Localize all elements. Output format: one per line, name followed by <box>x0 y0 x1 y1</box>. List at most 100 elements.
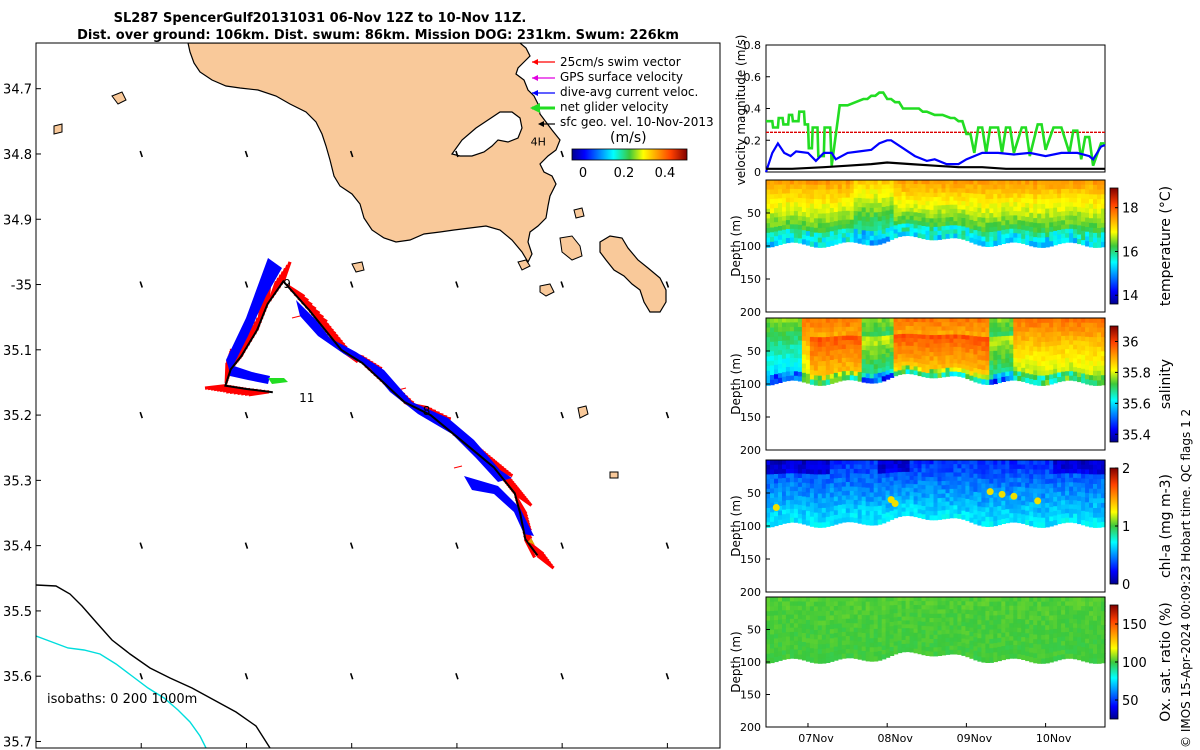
oxygen-section-cell <box>897 608 903 614</box>
oxygen-section-cell <box>849 601 855 607</box>
salinity-section-cell <box>929 335 935 340</box>
chla-section-cell <box>977 506 982 512</box>
salinity-section-cell <box>1005 358 1010 364</box>
temperature-section-cell <box>774 189 779 195</box>
chla-section-cell <box>1041 522 1046 528</box>
salinity-section-cell <box>793 362 799 368</box>
salinity-section-cell <box>881 318 887 324</box>
oxygen-section-cell <box>869 619 875 626</box>
temperature-section-cell <box>1033 213 1038 219</box>
temperature-section-cell <box>1085 227 1090 233</box>
oxygen-section-cell <box>1045 639 1050 645</box>
oxygen-section-cell <box>797 605 803 611</box>
salinity-section-cell <box>789 371 795 377</box>
salinity-section-cell <box>1065 357 1070 363</box>
oxygen-section-cell <box>985 611 990 617</box>
temperature-section-cell <box>770 203 775 210</box>
temperature-section-cell <box>1021 211 1026 217</box>
temperature-section-cell <box>1013 197 1018 203</box>
temperature-section-cell <box>1057 211 1062 217</box>
oxygen-section-cell <box>985 648 990 654</box>
temperature-section-cell <box>1017 229 1022 235</box>
oxygen-section-cell <box>997 597 1002 603</box>
oxygen-section-cell <box>905 647 911 653</box>
oxygen-section-cell <box>1045 611 1050 617</box>
oxygen-section-cell <box>809 629 815 635</box>
map-ytick-label: 35.6 <box>3 670 32 685</box>
salinity-section-cell <box>925 343 931 349</box>
oxygen-section-cell <box>793 632 799 637</box>
chla-section-cell <box>782 487 787 493</box>
oxygen-section-cell <box>1033 611 1038 617</box>
salinity-section-cell <box>845 331 851 337</box>
chla-section-cell <box>985 479 990 485</box>
temperature-section-cell <box>829 240 835 246</box>
temperature-section-cell <box>817 218 823 224</box>
temperature-section-cell <box>977 212 982 218</box>
chla-section-cell <box>1089 474 1094 480</box>
temperature-section-cell <box>837 180 843 186</box>
salinity-section-cell <box>861 377 867 383</box>
chla-section-cell <box>949 497 955 502</box>
oxygen-section-cell <box>945 642 951 647</box>
temperature-section-cell <box>801 184 807 190</box>
salinity-section-cell <box>881 371 887 377</box>
temperature-section-cell <box>1069 206 1074 212</box>
salinity-section-cell <box>853 366 859 372</box>
salinity-section-cell <box>893 330 899 335</box>
oxygen-section-cell <box>941 634 947 639</box>
chla-section-cell <box>961 493 966 499</box>
temperature-section-cell <box>1057 234 1062 240</box>
chla-section-cell <box>774 492 779 499</box>
salinity-section-cell <box>933 335 939 340</box>
chla-section-cell <box>949 505 955 510</box>
oxygen-section-cell <box>861 610 867 616</box>
temperature-section-cell <box>770 218 775 224</box>
temperature-section-cell <box>1089 218 1094 224</box>
salinity-section-cell <box>774 332 779 338</box>
salinity-section-cell <box>1077 358 1082 364</box>
chla-section-cell <box>1057 496 1062 502</box>
chla-section-cell <box>861 514 867 521</box>
temperature-section-cell <box>893 200 899 206</box>
temperature-section-colorbar-tick-label: 18 <box>1122 202 1139 217</box>
chla-section-cell <box>1089 460 1094 466</box>
temperature-section-cell <box>778 230 783 236</box>
oxygen-section-cell <box>989 620 994 626</box>
temperature-section-cell <box>841 202 847 208</box>
oxygen-section-cell <box>1049 606 1054 612</box>
salinity-section-cell <box>809 370 815 376</box>
oxygen-section-cell <box>849 649 855 654</box>
temperature-section-cell <box>1033 227 1038 233</box>
salinity-section-cell <box>945 359 951 365</box>
chla-section-cell <box>1009 508 1014 514</box>
oxygen-section-cell <box>817 615 823 622</box>
temperature-section-cell <box>841 180 847 185</box>
salinity-section-cell <box>945 326 951 332</box>
salinity-section-cell <box>941 355 947 361</box>
oxygen-section-cell <box>789 623 795 629</box>
chla-section-cell <box>1085 502 1090 508</box>
salinity-section-cell <box>1005 322 1010 328</box>
temperature-section-cell <box>1061 238 1066 244</box>
salinity-section-cell <box>841 349 847 354</box>
oxygen-section-cell <box>1069 610 1074 616</box>
chla-section-cell <box>881 473 887 479</box>
chla-section-cell <box>774 474 779 480</box>
oxygen-section-cell <box>865 656 871 662</box>
oxygen-section-cell <box>837 654 843 660</box>
temperature-section-cell <box>770 194 775 200</box>
temperature-section-cell <box>1085 217 1090 223</box>
salinity-section-cell <box>893 322 899 327</box>
salinity-section-cell <box>805 350 811 356</box>
salinity-section-cell <box>1041 337 1046 343</box>
salinity-section-cell <box>837 362 843 368</box>
chla-section-cell <box>789 482 795 488</box>
salinity-section-cell <box>893 367 899 373</box>
oxygen-section-cell <box>782 610 787 616</box>
temperature-section-cell <box>1049 208 1054 214</box>
temperature-section-cell <box>905 223 911 229</box>
temperature-section-cell <box>829 208 835 214</box>
chla-section-cell <box>849 490 855 496</box>
chla-section-cell <box>965 490 970 496</box>
